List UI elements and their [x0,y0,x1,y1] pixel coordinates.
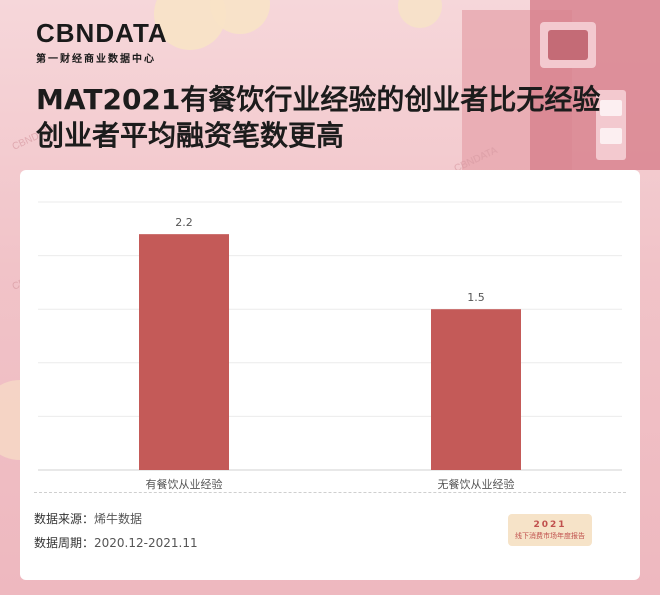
title-line-2: 创业者平均融资笔数更高 [36,119,345,152]
report-badge: 2021 线下消费市场年度报告 [508,514,592,546]
page-title: MAT2021有餐饮行业经验的创业者比无经验 创业者平均融资笔数更高 [36,82,606,154]
data-source: 数据来源：烯牛数据 [34,510,142,527]
data-period: 数据周期：2020.12-2021.11 [34,534,198,551]
data-label: 2.2 [175,216,193,229]
report-badge-year: 2021 [533,519,567,530]
bar [139,234,229,470]
x-tick-label: 有餐饮从业经验 [146,477,223,490]
x-tick-label: 无餐饮从业经验 [438,477,515,490]
report-badge-text: 线下消费市场年度报告 [515,531,585,540]
brand: CBNDATA 第一财经商业数据中心 [36,20,168,65]
data-label: 1.5 [467,291,485,304]
footer-divider [34,492,626,493]
data-source-value: 烯牛数据 [94,512,143,526]
brand-logo: CBNDATA [36,18,168,48]
title-line-1: MAT2021有餐饮行业经验的创业者比无经验 [36,83,601,116]
chart-card: 2.2 有餐饮从业经验 1.5 无餐饮从业经验 数据来源：烯牛数据 数据周期：2020… [20,170,640,580]
bar [431,309,521,470]
data-source-label: 数据来源： [34,512,95,526]
bar-chart: 2.2 有餐饮从业经验 1.5 无餐饮从业经验 [38,201,622,490]
brand-subtitle: 第一财经商业数据中心 [36,54,156,65]
data-period-value: 2020.12-2021.11 [94,536,198,550]
data-period-label: 数据周期： [34,536,95,550]
